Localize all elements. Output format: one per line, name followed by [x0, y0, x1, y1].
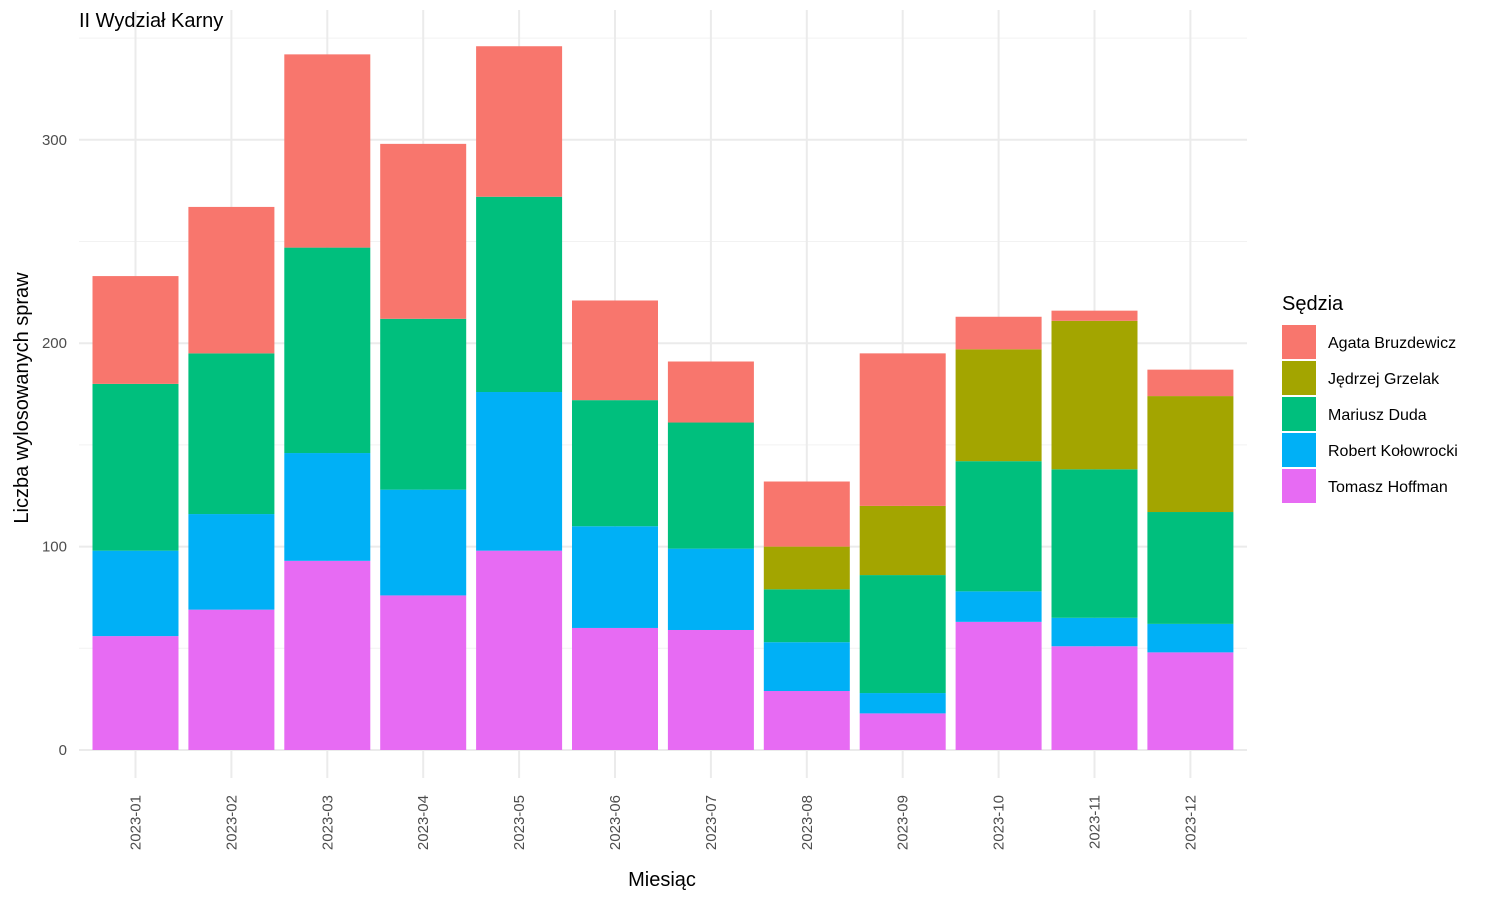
bar-segment	[859, 505, 946, 576]
bar-segment	[1051, 646, 1138, 750]
bar-segment	[763, 691, 850, 750]
bar-segment	[1147, 512, 1234, 624]
bar-segment	[667, 548, 754, 630]
bar-segment	[955, 621, 1042, 750]
bar-segment	[92, 383, 179, 551]
bar-segment	[572, 300, 658, 401]
legend-key	[1282, 325, 1316, 359]
bar-segment	[188, 609, 275, 750]
legend-label: Tomasz Hoffman	[1328, 479, 1448, 496]
bar-segment	[763, 642, 850, 692]
bar-segment	[859, 693, 946, 714]
bar-segment	[1051, 469, 1138, 618]
y-tick-label: 200	[42, 335, 67, 352]
bar-segment	[859, 713, 946, 750]
x-tick-label: 2023-05	[511, 795, 528, 850]
bar-segment	[667, 361, 754, 423]
bar-segment	[1051, 320, 1138, 470]
bar-segment	[476, 46, 563, 197]
bar-segment	[572, 627, 658, 750]
bar-segment	[667, 422, 754, 549]
legend-label: Robert Kołowrocki	[1328, 443, 1458, 460]
bar-segment	[1051, 310, 1138, 321]
bar-segment	[955, 349, 1042, 462]
bar-segment	[955, 461, 1042, 592]
bar-segment	[859, 353, 946, 506]
legend-key	[1282, 397, 1316, 431]
x-tick-label: 2023-02	[223, 795, 240, 850]
bar-segment	[1051, 617, 1138, 647]
bar-segment	[380, 143, 467, 319]
chart-title: II Wydział Karny	[79, 10, 223, 32]
bar-segment	[667, 629, 754, 750]
x-tick-label: 2023-12	[1182, 795, 1199, 850]
bar-segment	[92, 276, 179, 384]
bar-segment	[859, 575, 946, 694]
bar-segment	[476, 196, 563, 393]
bar-segment	[763, 481, 850, 547]
x-axis-title: Miesiąc	[628, 869, 696, 891]
legend: Sędzia Agata Bruzdewicz Jędrzej Grzelak Ma…	[1282, 293, 1458, 503]
x-tick-label: 2023-03	[319, 795, 336, 850]
bar-segment	[284, 560, 371, 750]
bar-segment	[284, 247, 371, 454]
x-tick-label: 2023-10	[991, 795, 1008, 850]
x-tick-label: 2023-09	[895, 795, 912, 850]
x-tick-label: 2023-08	[799, 795, 816, 850]
x-tick-label: 2023-07	[703, 795, 720, 850]
x-axis-ticks: 2023-01 2023-02 2023-03 2023-04 2023-05 2023-…	[128, 795, 1200, 850]
bar-segment	[284, 54, 371, 248]
bar-segment	[188, 514, 275, 610]
bar-segment	[188, 353, 275, 515]
bar-segment	[1147, 623, 1234, 653]
bar-segment	[1147, 369, 1234, 397]
x-tick-label: 2023-06	[607, 795, 624, 850]
bar-segment	[476, 392, 563, 551]
bar-segment	[380, 318, 467, 490]
y-tick-label: 300	[42, 132, 67, 149]
legend-title: Sędzia	[1282, 293, 1344, 315]
bar-segment	[763, 546, 850, 590]
bar-segment	[1147, 396, 1234, 513]
bar-segment	[380, 489, 467, 596]
bar-segment	[955, 316, 1042, 350]
bar-segment	[1147, 652, 1234, 750]
bar-segment	[188, 206, 275, 354]
legend-key	[1282, 433, 1316, 467]
legend-key	[1282, 361, 1316, 395]
x-tick-label: 2023-04	[415, 795, 432, 850]
legend-key	[1282, 469, 1316, 503]
bar-segment	[284, 453, 371, 561]
bar-segment	[572, 526, 658, 628]
bar-segment	[92, 636, 179, 750]
y-axis-title: Liczba wylosowanych spraw	[11, 272, 33, 524]
bar-segment	[92, 550, 179, 637]
bar-segment	[955, 591, 1042, 622]
x-tick-label: 2023-01	[128, 795, 145, 850]
y-tick-label: 100	[42, 539, 67, 556]
bar-segment	[476, 550, 563, 750]
legend-label: Mariusz Duda	[1328, 407, 1427, 424]
bar-segment	[380, 595, 467, 750]
legend-label: Jędrzej Grzelak	[1328, 371, 1440, 388]
x-tick-label: 2023-11	[1087, 795, 1104, 849]
bars	[92, 46, 1234, 750]
bar-segment	[572, 400, 658, 527]
legend-label: Agata Bruzdewicz	[1328, 335, 1456, 352]
y-axis-ticks: 0 100 200 300	[42, 132, 67, 759]
y-tick-label: 0	[59, 742, 67, 759]
bar-segment	[763, 589, 850, 643]
